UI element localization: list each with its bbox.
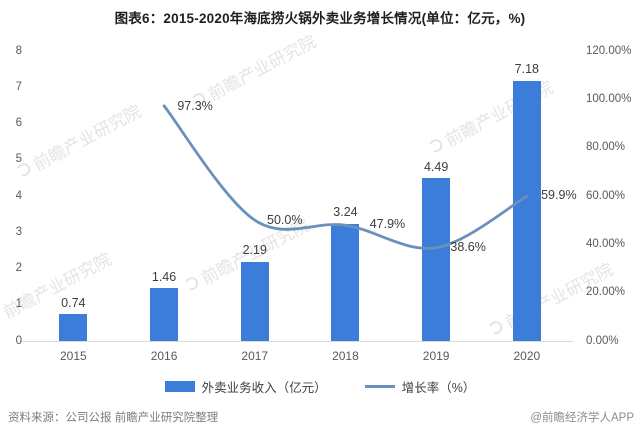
brand-credit: @前瞻经济学人APP xyxy=(530,412,634,424)
y-axis-right-tick: 0.00% xyxy=(586,334,619,347)
footer: 资料来源：公司公报 前瞻产业研究院整理 @前瞻经济学人APP xyxy=(8,409,634,425)
x-axis-label: 2020 xyxy=(513,349,541,363)
y-axis-right-tick: 20.00% xyxy=(586,286,626,299)
bar-value-label: 7.18 xyxy=(514,62,540,77)
bar-2017 xyxy=(240,261,269,341)
legend-bar-swatch-icon xyxy=(164,381,195,392)
legend-line-swatch-icon xyxy=(364,385,395,388)
line-value-label: 47.9% xyxy=(369,217,406,232)
legend-item-revenue: 外卖业务收入（亿元） xyxy=(164,377,327,396)
y-axis-left-tick: 7 xyxy=(15,80,22,93)
y-axis-right-tick: 120.00% xyxy=(586,44,632,57)
y-axis-right-tick: 60.00% xyxy=(586,189,626,202)
bar-value-label: 3.24 xyxy=(333,205,358,220)
bar-2016 xyxy=(150,288,179,341)
y-axis-left-tick: 4 xyxy=(15,189,22,202)
y-axis-left-tick: 3 xyxy=(15,225,22,238)
bar-2020 xyxy=(512,80,541,341)
x-axis-label: 2017 xyxy=(241,349,269,363)
y-axis-right-tick: 100.00% xyxy=(586,92,632,105)
legend-item-growth: 增长率（%） xyxy=(364,377,476,396)
y-axis-left-tick: 1 xyxy=(15,298,22,311)
line-value-label: 50.0% xyxy=(267,213,303,228)
bar-value-label: 4.49 xyxy=(423,159,449,174)
x-axis-label: 2019 xyxy=(422,349,450,363)
y-axis-left-tick: 2 xyxy=(15,262,22,274)
bar-value-label: 1.46 xyxy=(151,269,177,284)
x-axis-label: 2018 xyxy=(332,349,359,363)
line-value-label: 59.9% xyxy=(541,188,577,203)
source-note: 资料来源：公司公报 前瞻产业研究院整理 xyxy=(8,412,219,424)
x-axis-label: 2016 xyxy=(150,349,178,363)
x-axis-label: 2015 xyxy=(59,349,87,363)
legend-label-revenue: 外卖业务收入（亿元） xyxy=(201,381,327,395)
y-axis-right-tick: 80.00% xyxy=(586,141,626,154)
y-axis-left-tick: 5 xyxy=(15,153,22,166)
x-axis-line xyxy=(20,341,573,342)
y-axis-right-tick: 40.00% xyxy=(586,237,626,250)
y-axis-left-tick: 8 xyxy=(15,44,22,57)
bar-2018 xyxy=(331,223,360,341)
line-value-label: 38.6% xyxy=(450,239,486,254)
line-value-label: 97.3% xyxy=(177,98,213,113)
chart-title: 图表6：2015-2020年海底捞火锅外卖业务增长情况(单位：亿元，%) xyxy=(114,11,526,26)
bar-2019 xyxy=(422,178,451,341)
y-axis-left-tick: 6 xyxy=(15,117,22,129)
y-axis-left-tick: 0 xyxy=(15,334,22,347)
legend-label-growth: 增长率（%） xyxy=(401,381,476,395)
legend: 外卖业务收入（亿元） 增长率（%） xyxy=(0,377,640,396)
bar-value-label: 2.19 xyxy=(242,243,267,258)
bar-2015 xyxy=(59,314,88,341)
bar-value-label: 0.74 xyxy=(61,295,86,310)
